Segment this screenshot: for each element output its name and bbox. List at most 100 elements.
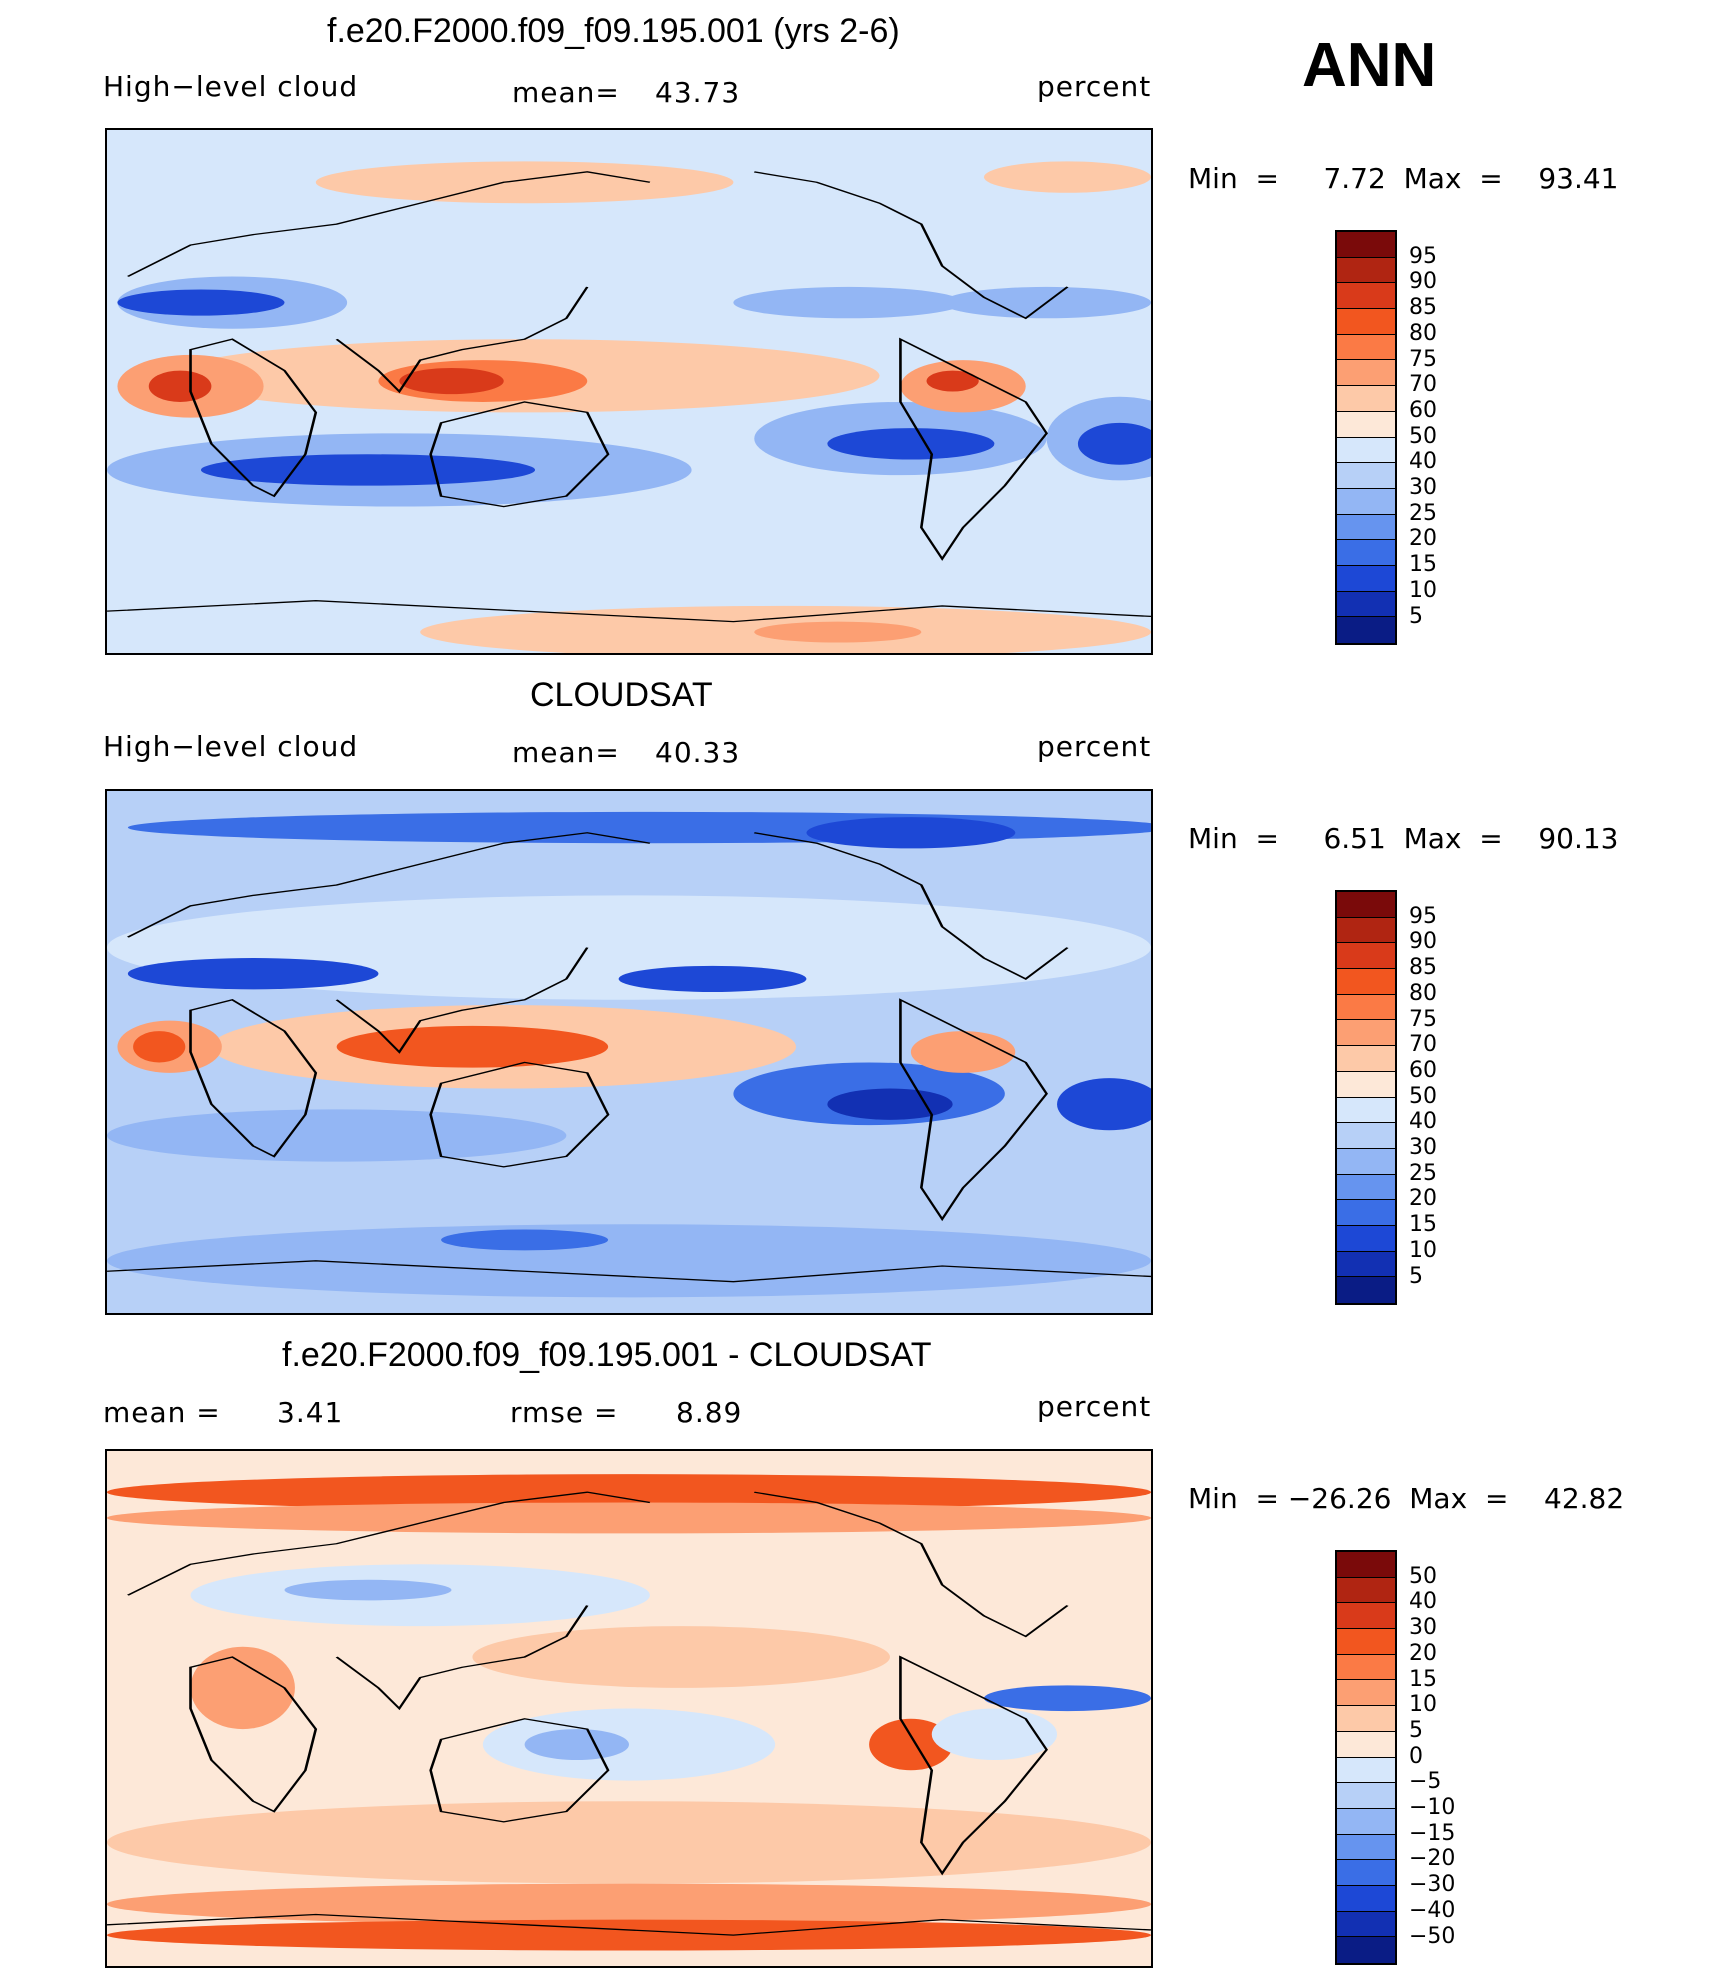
panel1-title: f.e20.F2000.f09_f09.195.001 (yrs 2-6) [327,12,900,50]
field-contour-region [399,367,504,395]
colorbar-label: −30 [1409,1872,1456,1898]
colorbar-label: 30 [1409,1615,1437,1641]
colorbar-label: 90 [1409,929,1437,955]
field-contour-region [107,1502,1151,1534]
field-contour-region [200,454,536,486]
coastline [429,1061,610,1168]
panel3-rmse-value: 8.89 [676,1396,743,1429]
colorbar-segment [1337,1200,1395,1226]
colorbar-segment [1337,283,1395,310]
colorbar-segment [1337,1808,1395,1835]
panel1-field [107,130,1151,653]
colorbar-label: 10 [1409,1237,1437,1263]
colorbar-label: 25 [1409,500,1437,526]
field-contour-region [524,1729,629,1760]
coastline [899,337,1048,561]
panel2-mean-label: mean= [512,736,620,769]
colorbar-segment [1337,1071,1395,1098]
colorbar-segment [1337,943,1395,970]
field-contour-region [127,958,379,990]
field-contour-region [806,817,1016,849]
coastline [107,1913,1151,1936]
field-contour-region [107,1109,567,1162]
colorbar-label: 5 [1409,1263,1423,1289]
colorbar-segment [1337,617,1395,643]
colorbar-segment [1337,1629,1395,1655]
colorbar-segment [1337,1911,1395,1938]
colorbar-segment [1337,1552,1395,1578]
coastline [189,1656,318,1813]
colorbar-segment [1337,540,1395,566]
colorbar-label: −10 [1409,1795,1456,1820]
field-contour-region [472,1626,890,1688]
field-contour-region [754,621,922,643]
coastline [429,401,610,508]
coastline [429,1718,610,1823]
colorbar-segment [1337,1046,1395,1072]
colorbar-label: 75 [1409,1006,1437,1032]
colorbar-segment [1337,1577,1395,1604]
colorbar-label: −40 [1409,1897,1456,1923]
colorbar-label: 40 [1409,1589,1437,1615]
colorbar-label: 95 [1409,903,1437,929]
coastline [899,1655,1048,1876]
panel3-colorbar [1335,1550,1397,1965]
coastline [126,1491,651,1596]
colorbar-label: 90 [1409,269,1437,295]
coastline [753,1491,1069,1638]
colorbar-segment [1337,1251,1395,1278]
colorbar-segment [1337,1123,1395,1149]
colorbar-segment [1337,309,1395,335]
field-contour-region [107,1801,1151,1884]
panel1-mean-label: mean= [512,76,620,109]
colorbar-label: 15 [1409,1666,1437,1692]
colorbar-label: −20 [1409,1846,1456,1872]
panel3-units: percent [1037,1390,1152,1423]
colorbar-segment [1337,1225,1395,1252]
colorbar-segment [1337,488,1395,515]
field-contour-region [315,161,734,204]
colorbar-label: 60 [1409,397,1437,423]
field-contour-region [618,965,807,992]
colorbar-label: 30 [1409,475,1437,500]
colorbar-label: 20 [1409,1186,1437,1212]
colorbar-label: 30 [1409,1135,1437,1160]
field-contour-region [827,428,995,460]
colorbar-segment [1337,1277,1395,1303]
field-contour-region [107,1224,1151,1298]
panel2-units: percent [1037,730,1152,763]
field-contour-region [910,1031,1016,1073]
panel3-range: Min = −26.26 Max = 42.82 [1188,1482,1625,1515]
panel1-colorbar [1335,230,1397,645]
colorbar-label: −15 [1409,1820,1456,1846]
colorbar-segment [1337,994,1395,1021]
panel2-variable-label: High−level cloud [103,730,359,763]
colorbar-label: 80 [1409,320,1437,346]
colorbar-segment [1337,565,1395,592]
panel1-range: Min = 7.72 Max = 93.41 [1188,162,1619,195]
field-contour-region [107,1474,1151,1511]
colorbar-segment [1337,917,1395,944]
panel2-colorbar [1335,890,1397,1305]
panel3-field [107,1451,1151,1966]
field-contour-region [983,1685,1151,1712]
field-contour-region [284,1579,452,1601]
colorbar-segment [1337,892,1395,918]
panel2-title: CLOUDSAT [530,676,713,714]
colorbar-label: 60 [1409,1057,1437,1083]
colorbar-segment [1337,591,1395,618]
colorbar-segment [1337,437,1395,464]
field-contour-region [931,1708,1058,1760]
colorbar-label: 25 [1409,1160,1437,1186]
field-contour-region [869,1718,953,1771]
colorbar-segment [1337,1706,1395,1732]
field-contour-region [133,1031,186,1063]
field-contour-region [733,286,964,319]
panel2-range: Min = 6.51 Max = 90.13 [1188,822,1619,855]
colorbar-segment [1337,969,1395,995]
panel3-mean-label: mean = [103,1396,221,1429]
colorbar-segment [1337,334,1395,361]
colorbar-segment [1337,1097,1395,1124]
field-contour-region [1077,422,1151,465]
colorbar-segment [1337,257,1395,284]
